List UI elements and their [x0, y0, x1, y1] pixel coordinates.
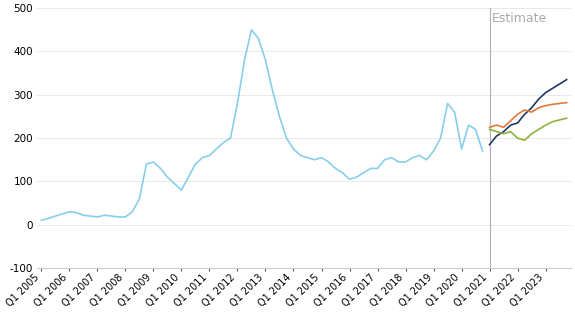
Text: Estimate: Estimate — [492, 13, 547, 25]
